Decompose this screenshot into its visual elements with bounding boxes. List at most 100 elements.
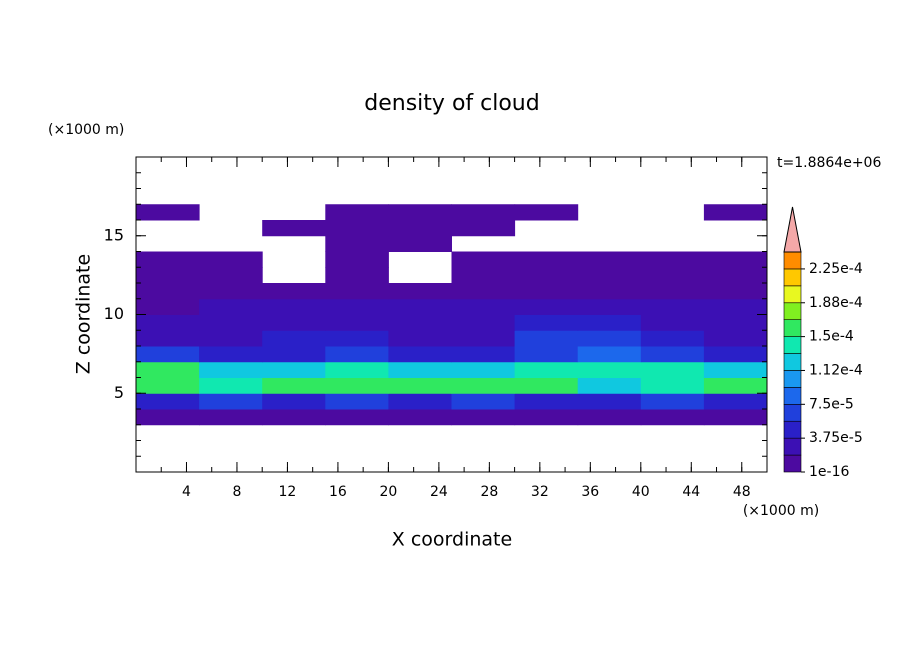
contour-cell [325,377,389,394]
x-tick-label: 32 [531,484,549,500]
chart-title: density of cloud [364,91,539,116]
contour-cell [640,361,705,378]
contour-cell [325,220,389,237]
contour-cell [577,298,642,315]
contour-cell [703,251,768,268]
contour-cell [388,220,452,237]
contour-cell [136,204,200,221]
contour-cell [136,330,200,347]
contour-cell [451,393,516,410]
time-label: t=1.8864e+06 [777,155,881,171]
contour-cell [136,298,200,315]
contour-cell [640,298,705,315]
contour-cell [199,377,263,394]
colorbar-tick-label: 1.88e-4 [809,295,863,311]
colorbar-segment [783,437,802,456]
contour-cell [199,346,263,363]
contour-cell [325,204,389,221]
contour-cell [514,251,579,268]
contour-cell [136,283,200,300]
contour-cell [451,283,516,300]
contour-cell [451,361,516,378]
x-tick-label: 12 [279,484,297,500]
contour-cell [262,377,326,394]
contour-cell [640,330,705,347]
contour-cell [640,314,705,331]
contour-cell [388,283,452,300]
contour-cell [262,361,326,378]
contour-cell [325,393,389,410]
contour-cell [451,220,516,237]
contour-cell [136,361,200,378]
contour-cell [703,314,768,331]
contour-cell [703,267,768,284]
contour-cell [451,298,516,315]
colorbar-segment [783,268,802,287]
contour-cell [514,377,579,394]
contour-cell [640,267,705,284]
contour-cell [703,283,768,300]
contour-cell [136,346,200,363]
x-unit: (×1000 m) [743,503,819,519]
contour-cell [514,393,579,410]
contour-cell [640,393,705,410]
x-tick-label: 8 [232,484,241,500]
contour-cell [136,314,200,331]
contour-cell [325,251,389,268]
x-tick-label: 4 [182,484,191,500]
contour-cell [451,377,516,394]
contour-cell [514,204,579,221]
contour-cell [136,251,200,268]
colorbar-segment [783,353,802,371]
contour-cell [262,346,326,363]
contour-cell [199,330,263,347]
contour-cell [325,314,389,331]
colorbar-segment [783,454,802,473]
contour-cell [199,267,263,284]
contour-cell [577,330,642,347]
contour-cell [325,346,389,363]
x-tick-label: 36 [581,484,599,500]
colorbar-segment [783,404,802,422]
contour-cell [199,409,263,426]
contour-cell [514,283,579,300]
colorbar-tick-label: 2.25e-4 [809,261,863,277]
contour-cell [199,251,263,268]
colorbar-extend [783,206,802,253]
contour-cell [388,346,452,363]
y-unit: (×1000 m) [48,122,124,138]
contour-cell [199,314,263,331]
contour-cell [199,393,263,410]
contour-cell [388,298,452,315]
contour-cell [325,330,389,347]
contour-cell [640,346,705,363]
contour-cell [514,298,579,315]
contour-cell [703,204,768,221]
contour-cell [451,314,516,331]
contour-cell [262,330,326,347]
contour-cell [388,235,452,252]
contour-cell [577,251,642,268]
contour-cell [388,409,452,426]
contour-cell [325,235,389,252]
contour-cell [640,409,705,426]
contour-cell [577,393,642,410]
colorbar-segment [783,251,802,270]
x-tick-label: 28 [480,484,498,500]
contour-cell [577,409,642,426]
contour-cell [703,298,768,315]
contour-cell [262,220,326,237]
contour-cell [451,204,516,221]
colorbar-segment [783,387,802,405]
x-tick-label: 16 [329,484,347,500]
x-tick-label: 44 [682,484,700,500]
contour-cell [640,251,705,268]
contour-cell [325,298,389,315]
contour-cell [451,251,516,268]
colorbar-segment [783,420,802,439]
contour-cell [388,314,452,331]
y-tick-label: 10 [104,304,124,323]
contour-cell [199,361,263,378]
contour-cell [262,409,326,426]
colorbar-tick-label: 7.5e-5 [809,396,854,412]
